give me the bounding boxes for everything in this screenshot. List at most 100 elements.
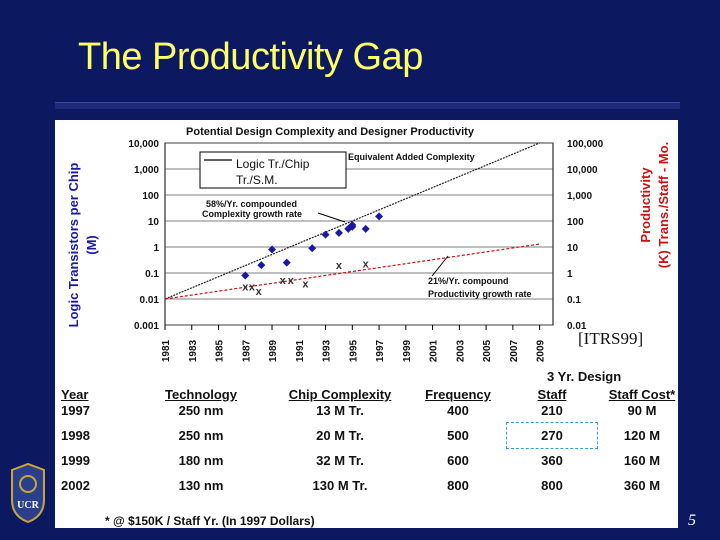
table-cell: 270 [506,422,598,449]
shield-logo-icon: UCR [11,462,45,524]
x-tick-label: 1983 [188,339,199,362]
annotation-arrow [431,255,449,277]
complexity-point [375,212,384,221]
x-tick-label: 2007 [509,339,520,362]
table-header-row: Year Technology Chip Complexity Frequency St… [55,385,687,404]
table-row: 1999 180 nm 32 M Tr. 600 360 160 M [55,448,687,473]
table-cell: 400 [447,403,469,418]
x-tick-label: 2009 [536,339,547,362]
table-cell: 20 M Tr. [316,428,364,443]
right-tick-label: 10 [567,243,579,254]
right-tick-label: 0.01 [567,321,587,332]
annotation-arrow [317,212,346,223]
x-tick-label: 2003 [455,339,466,362]
productivity-point: x [249,282,256,294]
table-cell: 1999 [61,453,90,468]
annotation-prod-rate-1: 21%/Yr. compound [428,276,509,286]
slide-title: The Productivity Gap [78,36,423,78]
slide-number: 5 [688,512,696,529]
productivity-point: x [256,286,263,298]
complexity-point [348,222,357,231]
data-table: 3 Yr. Design Year Technology Chip Complexi… [55,368,687,404]
left-tick-label: 100 [142,191,159,202]
complexity-point [268,245,277,254]
complexity-point [321,230,330,239]
table-header-cell: Chip Complexity [288,387,392,402]
x-tick-label: 1995 [348,339,359,362]
complexity-point [334,228,343,237]
ucr-logo: UCR [8,462,48,524]
left-tick-label: 0.1 [145,269,159,280]
complexity-point [308,244,317,253]
table-header-cell: Year [61,387,89,402]
table-header-cell: Frequency [425,387,491,402]
table-cell: 600 [447,453,469,468]
left-tick-label: 0.001 [134,321,159,332]
x-tick-label: 2005 [482,339,493,362]
table-cell: 90 M [627,403,657,418]
table-row: 1997 250 nm 13 M Tr. 400 210 90 M [55,398,687,423]
right-tick-label: 1,000 [567,191,592,202]
left-tick-label: 10 [148,217,160,228]
x-tick-label: 1985 [215,339,226,362]
left-tick-label: 0.01 [140,295,160,306]
table-cell: 2002 [61,478,90,493]
productivity-point: x [302,278,309,290]
annotation-equiv: Equivalent Added Complexity [348,152,475,162]
left-tick-label: 1 [153,243,159,254]
annotation-prod-rate-2: Productivity growth rate [428,289,532,299]
table-row: 1998 250 nm 20 M Tr. 500 270 120 M [55,422,687,449]
right-axis-label: Productivity [638,167,653,243]
x-tick-label: 1989 [268,339,279,362]
table-cell: 1998 [61,428,90,443]
table-cell: 32 M Tr. [316,453,364,468]
table-cell: 800 [447,478,469,493]
legend-box [199,151,347,189]
table-header-cell: Technology [165,387,237,402]
legend-label-1: Logic Tr./Chip [236,157,310,171]
table-super-header: 3 Yr. Design [547,369,622,384]
table-cell: 130 M Tr. [312,478,368,493]
complexity-point [257,261,266,270]
right-axis-label-unit: (K) Trans./Staff - Mo. [656,142,671,268]
left-axis-label: Logic Transistors per Chip [66,163,81,328]
productivity-point: x [242,282,249,294]
productivity-point: x [363,259,370,271]
right-tick-label: 100 [567,217,584,228]
left-tick-label: 1,000 [134,165,159,176]
productivity-point: x [280,275,287,287]
table-cell: 160 M [623,453,661,468]
table-cell: 210 [541,403,563,418]
table-header-cell: Staff [537,387,567,402]
annotation-complexity-rate-1: 58%/Yr. compounded [206,199,297,209]
table-body: 1997 250 nm 13 M Tr. 400 210 90 M 1998 250 nm 20… [55,398,687,498]
content-panel [55,120,678,528]
table-cell: 1997 [61,403,90,418]
table-header-cell: Staff Cost* [608,387,676,402]
table-cell: 250 nm [178,428,224,443]
table-row: 2002 130 nm 130 M Tr. 800 800 360 M [55,473,687,498]
table-cell: 250 nm [178,403,224,418]
table-cell: 800 [541,478,563,493]
table-cell: 120 M [623,428,661,443]
x-tick-label: 1981 [161,339,172,362]
complexity-point [282,258,291,267]
complexity-point [241,271,250,280]
left-axis-label-unit: (M) [84,235,99,255]
productivity-trend-line [164,243,540,300]
table-cell: 500 [447,428,469,443]
x-tick-label: 1991 [295,339,306,362]
complexity-trend-line [164,142,540,300]
x-tick-label: 1999 [402,339,413,362]
logo-text: UCR [17,500,39,511]
citation-label: [ITRS99] [578,329,643,348]
table-cell: 13 M Tr. [316,403,364,418]
right-tick-label: 100,000 [567,139,604,150]
complexity-point [361,224,370,233]
productivity-point: x [288,275,295,287]
table-footnote: * @ $150K / Staff Yr. (In 1997 Dollars) [105,514,315,528]
productivity-point: x [336,260,343,272]
chart-title: Potential Design Complexity and Designer… [186,126,475,138]
